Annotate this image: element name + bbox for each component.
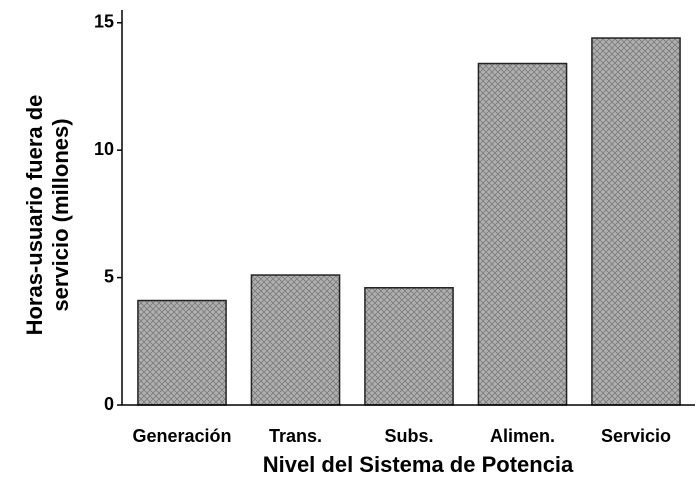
bar [250, 274, 341, 406]
x-axis-title: Nivel del Sistema de Potencia [263, 452, 574, 477]
y-tick-label: 10 [94, 139, 114, 159]
y-axis-title: Horas-usuario fuera de [22, 95, 47, 336]
x-tick-label: Trans. [269, 426, 322, 446]
y-tick-label: 5 [104, 266, 114, 286]
y-axis-title: servicio (millones) [48, 118, 73, 311]
bar [364, 287, 454, 406]
bar [477, 62, 568, 406]
x-tick-label: Subs. [384, 426, 433, 446]
x-tick-label: Alimen. [490, 426, 555, 446]
y-tick-label: 15 [94, 11, 114, 31]
bar [137, 299, 227, 406]
y-tick-label: 0 [104, 394, 114, 414]
x-tick-label: Servicio [601, 426, 671, 446]
bar [591, 37, 681, 406]
x-tick-label: Generación [132, 426, 231, 446]
